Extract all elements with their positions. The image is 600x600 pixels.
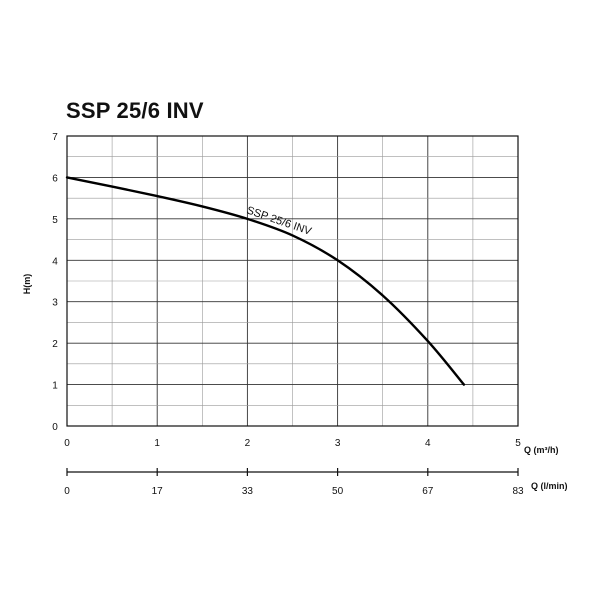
x-tick-label: 2 [245, 438, 251, 449]
y-axis-label: H(m) [22, 274, 32, 295]
x-tick-label: 0 [64, 438, 70, 449]
y-tick-label: 5 [52, 215, 58, 226]
x-tick-label: 4 [425, 438, 431, 449]
y-tick-label: 6 [52, 173, 58, 184]
series-line-ssp-25-6-inv [65, 176, 466, 386]
x-tick-label: 1 [154, 438, 160, 449]
secondary-tick-label: 67 [422, 486, 434, 497]
secondary-tick-label: 50 [332, 486, 344, 497]
y-tick-label: 3 [52, 298, 58, 309]
y-tick-label: 4 [52, 256, 58, 267]
x-tick-label: 3 [335, 438, 341, 449]
y-tick-label: 2 [52, 339, 58, 350]
grid [66, 135, 519, 427]
x-tick-label: 5 [515, 438, 521, 449]
y-tick-label: 7 [52, 132, 58, 143]
secondary-q-axis: 0 17 33 50 67 83 Q (l/min) [64, 468, 568, 497]
secondary-tick-label: 17 [152, 486, 164, 497]
secondary-tick-label: 0 [64, 486, 70, 497]
tick-labels: 0 1 2 3 4 5 0 1 2 3 4 5 6 7 Q (m³/h) H(m) [22, 132, 559, 455]
plot-frame [66, 135, 519, 427]
secondary-tick-label: 83 [512, 486, 524, 497]
y-tick-label: 0 [52, 422, 58, 433]
secondary-tick-label: 33 [242, 486, 254, 497]
x-axis-label: Q (m³/h) [524, 445, 559, 455]
secondary-axis-label: Q (l/min) [531, 481, 568, 491]
y-tick-label: 1 [52, 381, 58, 392]
chart-title: SSP 25/6 INV [66, 98, 204, 123]
